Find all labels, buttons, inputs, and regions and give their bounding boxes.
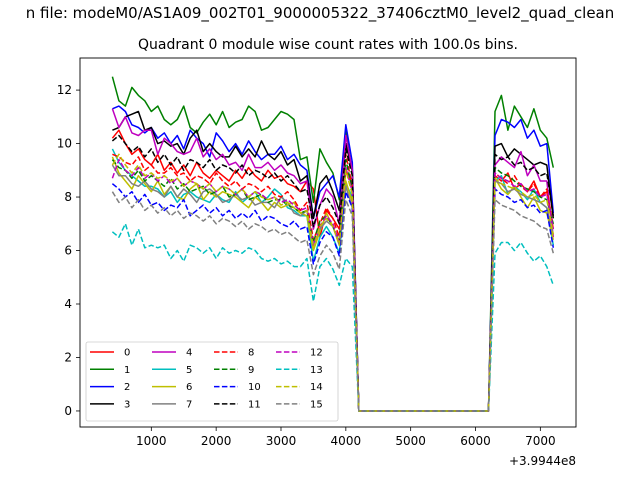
series-line-1 [111, 76, 555, 412]
series-line-13 [111, 223, 555, 412]
legend-label-9: 9 [248, 365, 254, 376]
legend-label-4: 4 [186, 348, 192, 359]
legend-label-15: 15 [310, 399, 323, 410]
y-axis: 0 2 4 6 8 10 12 [57, 83, 80, 418]
series-line-6 [111, 156, 555, 412]
legend-label-5: 5 [186, 365, 192, 376]
legend-label-14: 14 [310, 382, 323, 393]
series-line-14 [111, 153, 555, 412]
chart-title: Quadrant 0 module wise count rates with … [138, 37, 518, 53]
x-tick-label: 3000 [266, 434, 297, 448]
x-tick-label: 2000 [201, 434, 232, 448]
legend-label-8: 8 [248, 348, 254, 359]
y-tick-label: 10 [57, 137, 72, 151]
series-line-0 [111, 129, 555, 412]
x-tick-label: 7000 [525, 434, 556, 448]
y-tick-label: 0 [64, 404, 72, 418]
series-line-9 [111, 158, 555, 412]
legend-label-12: 12 [310, 348, 323, 359]
x-tick-label: 1000 [136, 434, 167, 448]
series-line-11 [111, 134, 555, 412]
y-tick-label: 8 [64, 190, 72, 204]
legend-label-6: 6 [186, 382, 192, 393]
y-tick-label: 6 [64, 244, 72, 258]
legend-label-10: 10 [248, 382, 261, 393]
x-tick-label: 4000 [331, 434, 362, 448]
legend-label-3: 3 [124, 399, 130, 410]
legend-label-0: 0 [124, 348, 130, 359]
legend-label-7: 7 [186, 399, 192, 410]
legend-label-11: 11 [248, 399, 261, 410]
y-tick-label: 4 [64, 297, 72, 311]
series-layer [111, 76, 555, 412]
y-tick-label: 2 [64, 350, 72, 364]
figure-suptitle: n file: modeM0/AS1A09_002T01_9000005322_… [26, 4, 615, 23]
x-tick-label: 5000 [395, 434, 426, 448]
x-offset-label: +3.9944e8 [509, 454, 576, 468]
legend-box [85, 341, 339, 422]
series-line-3 [112, 110, 555, 412]
legend-label-13: 13 [310, 365, 323, 376]
series-line-10 [111, 183, 555, 412]
y-tick-label: 12 [57, 83, 72, 97]
legend-label-2: 2 [124, 382, 130, 393]
series-line-15 [111, 191, 555, 412]
series-line-2 [112, 105, 555, 412]
legend-label-1: 1 [124, 365, 130, 376]
plot-frame [79, 57, 577, 428]
x-tick-label: 6000 [460, 434, 491, 448]
x-axis: 1000 2000 3000 4000 5000 6000 7000 [136, 427, 556, 448]
